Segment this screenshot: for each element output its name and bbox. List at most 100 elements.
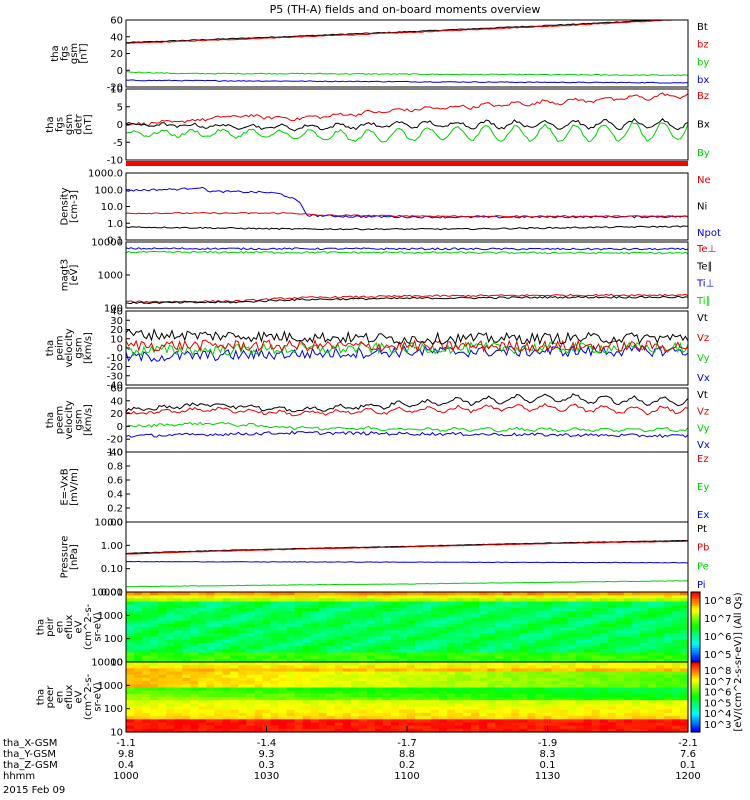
spectrogram-cell	[142, 709, 151, 714]
spectrogram-cell	[591, 690, 601, 695]
spectrogram-cell	[262, 671, 272, 676]
spectrogram-cell	[382, 595, 392, 599]
spectrogram-cell	[390, 607, 400, 612]
spectrogram-cell	[294, 649, 304, 654]
spectrogram-cell	[439, 646, 448, 650]
spectrogram-cell	[278, 709, 288, 714]
spectrogram-cell	[222, 725, 231, 730]
spectrogram-cell	[190, 722, 199, 727]
spectrogram-cell	[447, 690, 456, 695]
spectrogram-cell	[302, 722, 312, 727]
spectrogram-cell	[615, 620, 625, 625]
spectrogram-cell	[431, 665, 440, 669]
spectrogram-cell	[511, 700, 520, 704]
spectrogram-cell	[487, 681, 496, 685]
spectrogram-cell	[318, 646, 328, 650]
spectrogram-cell	[423, 636, 432, 641]
series-Vt	[125, 393, 689, 413]
spectrogram-cell	[246, 601, 255, 606]
spectrogram-cell	[503, 712, 512, 717]
spectrogram-cell	[607, 687, 617, 692]
spectrogram-cell	[439, 668, 448, 673]
spectrogram-cell	[535, 652, 545, 657]
spectrogram-cell	[318, 633, 328, 638]
spectrogram-cell	[302, 592, 312, 596]
spectrogram-cell	[230, 668, 239, 673]
y-tick-label: 0.01	[101, 588, 123, 599]
spectrogram-cell	[655, 614, 665, 619]
spectrogram-cell	[334, 595, 344, 599]
spectrogram-cell	[487, 617, 496, 622]
spectrogram-cell	[495, 693, 504, 698]
spectrogram-cell	[254, 674, 264, 679]
spectrogram-cell	[439, 617, 448, 622]
spectrogram-cell	[262, 709, 272, 714]
spectrogram-cell	[543, 687, 553, 692]
spectrogram-cell	[246, 693, 255, 698]
spectrogram-cell	[623, 712, 633, 717]
legend-item: Pt	[697, 524, 707, 535]
spectrogram-cell	[358, 614, 368, 619]
spectrogram-cell	[463, 611, 472, 615]
spectrogram-cell	[270, 601, 280, 606]
spectrogram-cell	[382, 668, 392, 673]
spectrogram-cell	[310, 709, 320, 714]
spectrogram-cell	[294, 728, 304, 733]
spectrogram-cell	[230, 709, 239, 714]
spectrogram-cell	[535, 671, 545, 676]
spectrogram-cell	[174, 620, 183, 625]
spectrogram-cell	[535, 687, 545, 692]
spectrogram-cell	[366, 674, 376, 679]
spectrogram-cell	[647, 604, 657, 609]
spectrogram-cell	[399, 611, 408, 615]
spectrogram-cell	[214, 681, 223, 685]
spectrogram-cell	[278, 662, 288, 666]
spectrogram-cell	[527, 623, 536, 628]
spectrogram-cell	[663, 671, 673, 676]
spectrogram-cell	[358, 662, 368, 666]
spectrogram-cell	[262, 623, 272, 628]
y-tick-label: 0	[117, 66, 123, 77]
spectrogram-cell	[447, 595, 456, 599]
spectrogram-cell	[238, 646, 247, 650]
spectrogram-cell	[479, 617, 488, 622]
spectrogram-cell	[543, 633, 553, 638]
spectrogram-cell	[262, 712, 272, 717]
spectrogram-cell	[366, 697, 376, 701]
spectrogram-cell	[326, 658, 336, 663]
spectrogram-cell	[214, 607, 223, 612]
spectrogram-cell	[415, 652, 424, 657]
spectrogram-cell	[158, 671, 167, 676]
spectrogram-cell	[182, 677, 191, 682]
spectrogram-cell	[238, 601, 247, 606]
spectrogram-cell	[374, 636, 384, 641]
spectrogram-cell	[182, 652, 191, 657]
spectrogram-cell	[390, 712, 400, 717]
spectrogram-cell	[575, 652, 585, 657]
spectrogram-cell	[190, 642, 199, 647]
spectrogram-cell	[374, 684, 384, 689]
spectrogram-cell	[166, 630, 175, 634]
spectrogram-cell	[527, 592, 536, 596]
spectrogram-cell	[206, 674, 215, 679]
spectrogram-cell	[680, 623, 689, 628]
spectrogram-cell	[382, 674, 392, 679]
spectrogram-cell	[463, 693, 472, 698]
colorbar-cell	[691, 592, 700, 595]
spectrogram-cell	[631, 658, 641, 663]
spectrogram-cell	[680, 642, 689, 647]
spectrogram-cell	[647, 677, 657, 682]
spectrogram-cell	[599, 630, 609, 634]
spectrogram-cell	[382, 611, 392, 615]
spectrogram-cell	[222, 598, 231, 603]
spectrogram-cell	[310, 712, 320, 717]
spectrogram-cell	[639, 642, 649, 647]
spectrogram-cell	[479, 633, 488, 638]
y-tick-label: 20	[110, 409, 123, 420]
spectrogram-cell	[527, 697, 536, 701]
spectrogram-cell	[126, 703, 135, 708]
spectrogram-cell	[166, 633, 175, 638]
spectrogram-cell	[134, 677, 143, 682]
spectrogram-cell	[623, 677, 633, 682]
spectrogram-cell	[206, 700, 215, 704]
